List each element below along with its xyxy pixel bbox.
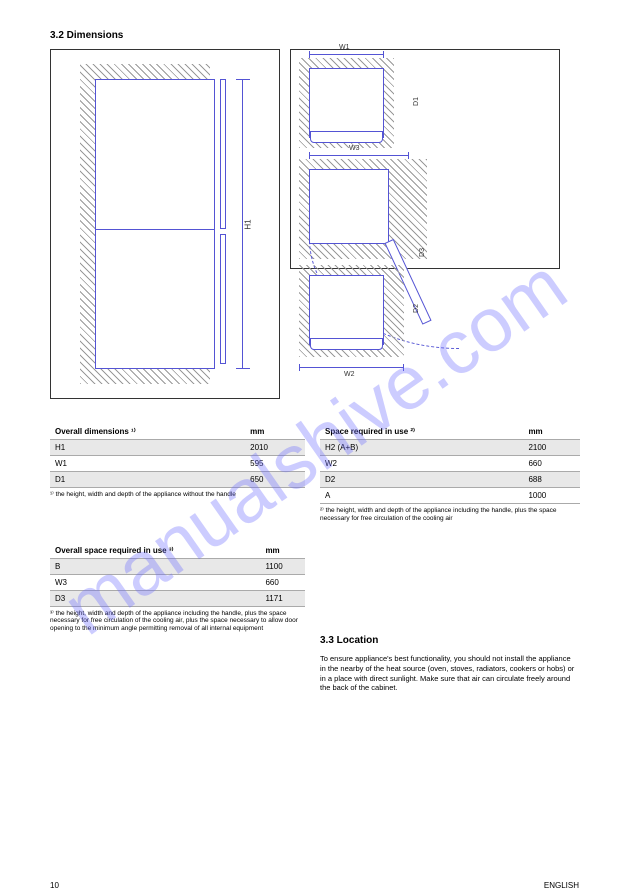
- table1-header-left: Overall dimensions ¹⁾: [50, 424, 245, 440]
- dim-label-w3: W3: [349, 145, 360, 152]
- table2-header-left: Space required in use ²⁾: [320, 424, 523, 440]
- table-row: H2 (A+B)2100: [320, 440, 580, 456]
- diagram-top-views: W1 D1 W3 D3 W2 D2: [290, 49, 560, 269]
- table3-footnote: ³⁾ the height, width and depth of the ap…: [50, 610, 305, 633]
- fridge-handle-top: [220, 79, 226, 229]
- cell-value: 688: [523, 472, 580, 488]
- cell-label: H1: [50, 440, 245, 456]
- cell-value: 2100: [523, 440, 580, 456]
- table-row: D2688: [320, 472, 580, 488]
- fridge-top-1: [309, 68, 384, 138]
- table1-header-right: mm: [245, 424, 305, 440]
- dim-label-w2: W2: [344, 371, 355, 378]
- cell-value: 660: [523, 456, 580, 472]
- section-location-paragraph: To ensure appliance's best functionality…: [320, 654, 575, 693]
- dim-arrow-w1: [309, 54, 384, 55]
- section-location: 3.3 Location To ensure appliance's best …: [320, 635, 575, 701]
- dim-label-d1: D1: [413, 97, 420, 106]
- cell-value: 1171: [260, 590, 305, 606]
- table-row: W3660: [50, 574, 305, 590]
- dim-label-h1: H1: [243, 218, 252, 230]
- fridge-top-door-2: [310, 338, 383, 350]
- table1-wrapper: Overall dimensions ¹⁾ mm H12010 W1595 D1…: [50, 424, 305, 523]
- cell-value: 1100: [260, 558, 305, 574]
- cell-value: 660: [260, 574, 305, 590]
- cell-value: 1000: [523, 488, 580, 504]
- fridge-top-2: [309, 275, 384, 345]
- table3-header-right: mm: [260, 543, 305, 559]
- dim-arrow-w2: [299, 367, 404, 368]
- page-content: 3.2 Dimensions H1: [0, 0, 629, 653]
- footer-page-number: 10: [50, 881, 59, 890]
- dim-label-w1: W1: [339, 44, 350, 51]
- cell-label: D2: [320, 472, 523, 488]
- diagram-front-view: H1: [50, 49, 280, 399]
- dim-label-d2: D2: [413, 304, 420, 313]
- overall-dimensions-table: Overall dimensions ¹⁾ mm H12010 W1595 D1…: [50, 424, 305, 488]
- fridge-body-front: [95, 79, 215, 369]
- table3-header-left: Overall space required in use ³⁾: [50, 543, 260, 559]
- cell-label: A: [320, 488, 523, 504]
- table-row: D1650: [50, 472, 305, 488]
- table-row: B1100: [50, 558, 305, 574]
- cell-label: D3: [50, 590, 260, 606]
- cell-label: B: [50, 558, 260, 574]
- cell-label: W3: [50, 574, 260, 590]
- fridge-handle-bottom: [220, 234, 226, 364]
- cell-label: D1: [50, 472, 245, 488]
- section-location-title: 3.3 Location: [320, 635, 575, 646]
- tables-row-1: Overall dimensions ¹⁾ mm H12010 W1595 D1…: [50, 424, 579, 523]
- space-required-table: Space required in use ²⁾ mm H2 (A+B)2100…: [320, 424, 580, 504]
- table1-footnote: ¹⁾ the height, width and depth of the ap…: [50, 491, 305, 499]
- section-dimensions-title: 3.2 Dimensions: [50, 30, 579, 41]
- table2-header-right: mm: [523, 424, 580, 440]
- overall-space-table: Overall space required in use ³⁾ mm B110…: [50, 543, 305, 607]
- fridge-top-open: [309, 169, 389, 244]
- table-row: W2660: [320, 456, 580, 472]
- cell-label: W1: [50, 456, 245, 472]
- table2-wrapper: Space required in use ²⁾ mm H2 (A+B)2100…: [320, 424, 580, 523]
- cell-value: 595: [245, 456, 305, 472]
- cell-value: 2010: [245, 440, 305, 456]
- table-row: W1595: [50, 456, 305, 472]
- table3-wrapper: Overall space required in use ³⁾ mm B110…: [50, 543, 305, 633]
- cell-label: W2: [320, 456, 523, 472]
- top-view-closed-1: W1 D1: [299, 58, 419, 153]
- fridge-top-door-1: [310, 131, 383, 143]
- table-row: H12010: [50, 440, 305, 456]
- dim-arrow-w3: [309, 155, 409, 156]
- diagrams-row: H1 W1 D1 W3: [50, 49, 579, 399]
- footer-language: ENGLISH: [544, 881, 579, 890]
- table-row: A1000: [320, 488, 580, 504]
- top-view-closed-2: W2 D2: [299, 265, 419, 360]
- cell-value: 650: [245, 472, 305, 488]
- table2-footnote: ²⁾ the height, width and depth of the ap…: [320, 507, 580, 523]
- cell-label: H2 (A+B): [320, 440, 523, 456]
- fridge-door-split: [95, 229, 215, 230]
- table-row: D31171: [50, 590, 305, 606]
- dimension-line-h1: H1: [236, 79, 250, 369]
- dim-label-d3: D3: [419, 248, 426, 257]
